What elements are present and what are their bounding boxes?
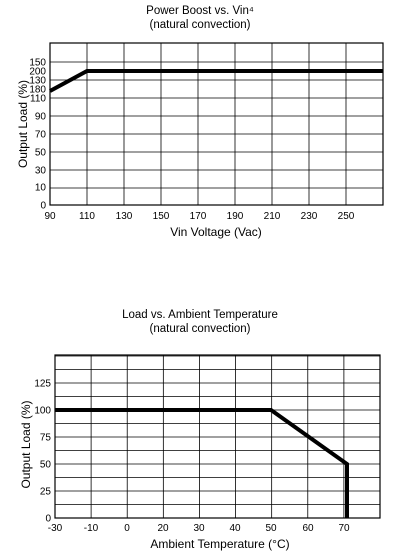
chart-subtitle: (natural convection): [150, 19, 251, 31]
x-tick-label: 20: [157, 523, 169, 534]
series-line: [55, 408, 349, 518]
y-axis-title: Output Load (%): [16, 80, 30, 168]
y-tick-label: 110: [30, 94, 46, 105]
x-tick-label: 150: [153, 211, 170, 222]
y-tick-label: 0: [40, 201, 46, 212]
x-axis-title: Ambient Temperature (°C): [150, 537, 289, 551]
x-tick-label: 230: [301, 211, 318, 222]
x-tick-label: 130: [116, 211, 133, 222]
x-axis-title: Vin Voltage (Vac): [170, 225, 262, 239]
y-tick-label: 0: [45, 514, 51, 525]
x-tick-label: 70: [338, 523, 350, 534]
y-tick-label: 150: [29, 58, 46, 69]
power-boost-chart: Power Boost vs. Vin⁴ (natural convection)…: [16, 5, 384, 239]
x-tick-label: 250: [338, 211, 355, 222]
y-tick-label: 70: [35, 130, 47, 141]
y-tick-label: 75: [40, 433, 52, 444]
y-tick-label: 180: [29, 85, 46, 96]
y-axis-title: Output Load (%): [19, 400, 33, 488]
y-tick-label: 10: [35, 183, 47, 194]
chart-title: Load vs. Ambient Temperature: [122, 309, 278, 321]
y-tick-label: 200: [29, 67, 46, 78]
y-tick-label: 25: [40, 487, 52, 498]
x-tick-label: 190: [227, 211, 244, 222]
y-tick-label: 130: [29, 76, 46, 87]
y-tick-label: 50: [40, 460, 52, 471]
x-tick-label: 50: [265, 523, 277, 534]
chart-title: Power Boost vs. Vin⁴: [146, 5, 254, 17]
chart-subtitle: (natural convection): [150, 323, 251, 335]
x-tick-label: -30: [48, 523, 63, 534]
y-tick-label: 100: [34, 406, 51, 417]
x-tick-label: 110: [79, 211, 95, 222]
plot-frame: [49, 42, 384, 206]
x-tick-label: 60: [302, 523, 314, 534]
x-tick-label: 40: [229, 523, 241, 534]
y-tick-label: 50: [35, 148, 47, 159]
y-tick-label: 30: [35, 166, 47, 177]
y-tick-label: 125: [34, 379, 51, 390]
plot-frame: [54, 354, 381, 519]
x-tick-label: 90: [44, 211, 56, 222]
x-tick-label: -10: [84, 523, 99, 534]
x-tick-label: 170: [190, 211, 207, 222]
load-temperature-chart: Load vs. Ambient Temperature (natural con…: [19, 309, 381, 551]
series-line: [49, 69, 383, 93]
x-tick-label: 0: [124, 523, 130, 534]
y-tick-label: 90: [35, 112, 47, 123]
x-tick-label: 30: [193, 523, 205, 534]
x-tick-label: 210: [264, 211, 281, 222]
